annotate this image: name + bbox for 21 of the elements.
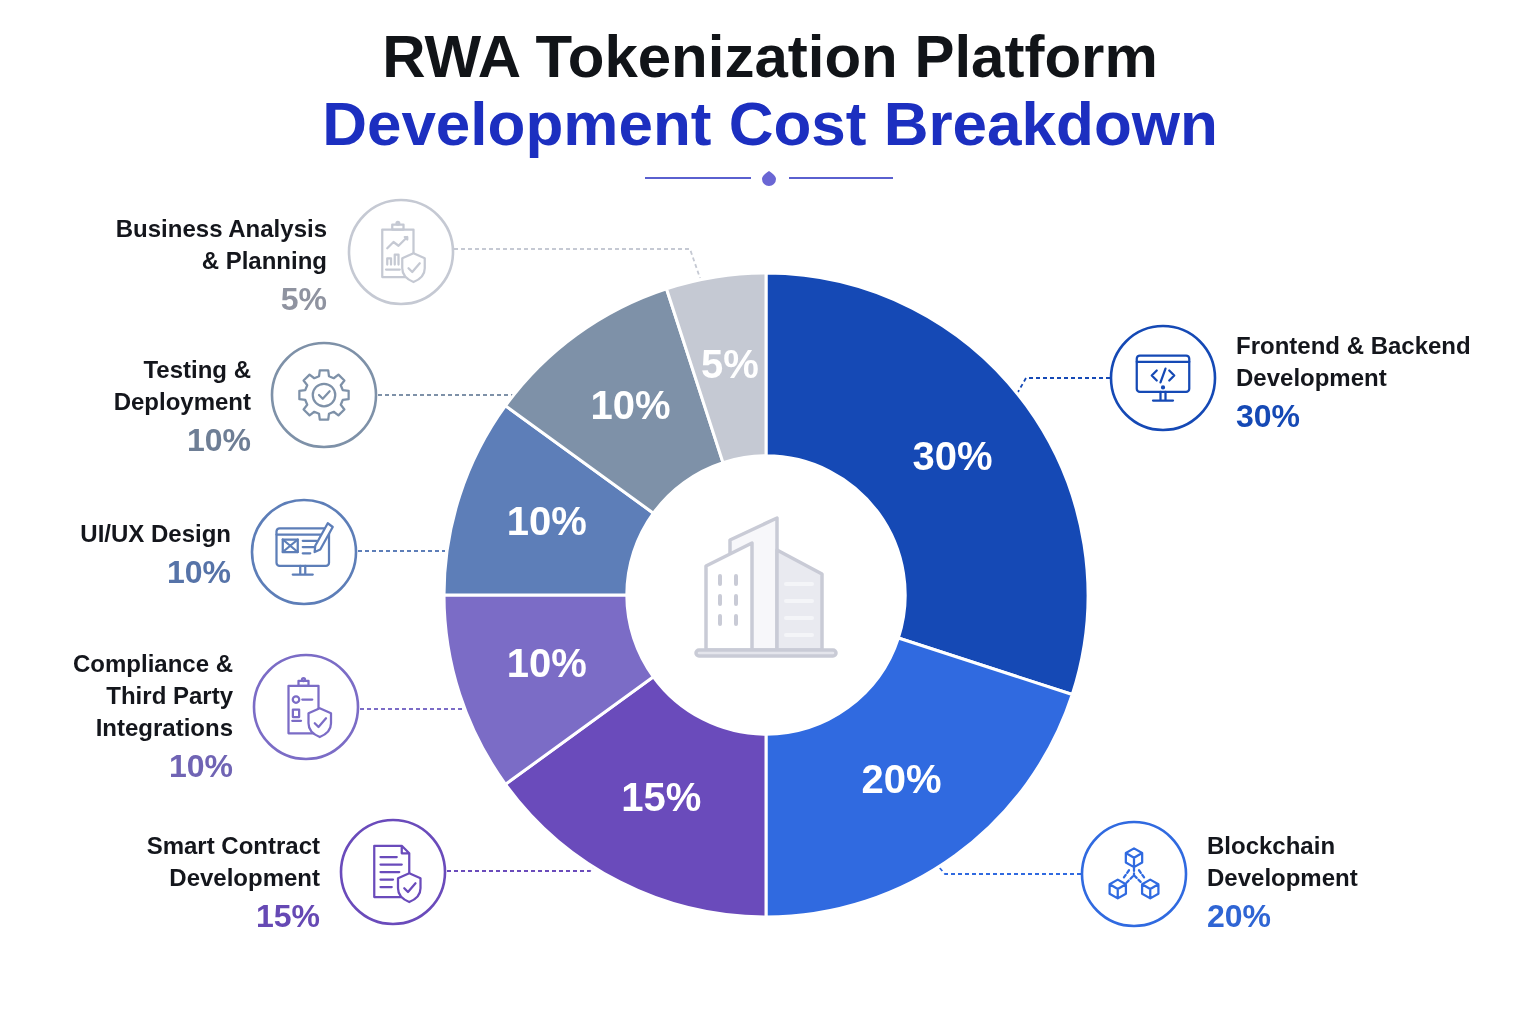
data-label: 30% [912, 434, 993, 479]
text: 15% [255, 898, 320, 934]
legend-label: Smart Contract Development [145, 831, 320, 893]
text: 10% [186, 422, 251, 458]
legend-label: Business Analysis & Planning [114, 214, 327, 276]
slice-label: Frontend & Backend Development [1236, 331, 1472, 393]
text: 20% [1207, 898, 1272, 934]
data-label: 20% [861, 756, 942, 801]
text: 10% [166, 554, 231, 590]
data-label: 10% [506, 641, 587, 686]
slice-label: Blockchain Development [1207, 831, 1359, 893]
text: 30% [1236, 398, 1301, 434]
text: 5% [280, 281, 327, 317]
data-label: 10% [590, 383, 671, 428]
data-label: 10% [506, 498, 587, 543]
legend-label: Compliance & Third Party Integrations [71, 649, 233, 743]
legend-label: Testing & Deployment [112, 355, 251, 417]
text: 10% [168, 748, 233, 784]
data-label: 5% [701, 342, 759, 387]
legend-label: UI/UX Design [79, 519, 231, 549]
data-label: 15% [621, 775, 702, 820]
